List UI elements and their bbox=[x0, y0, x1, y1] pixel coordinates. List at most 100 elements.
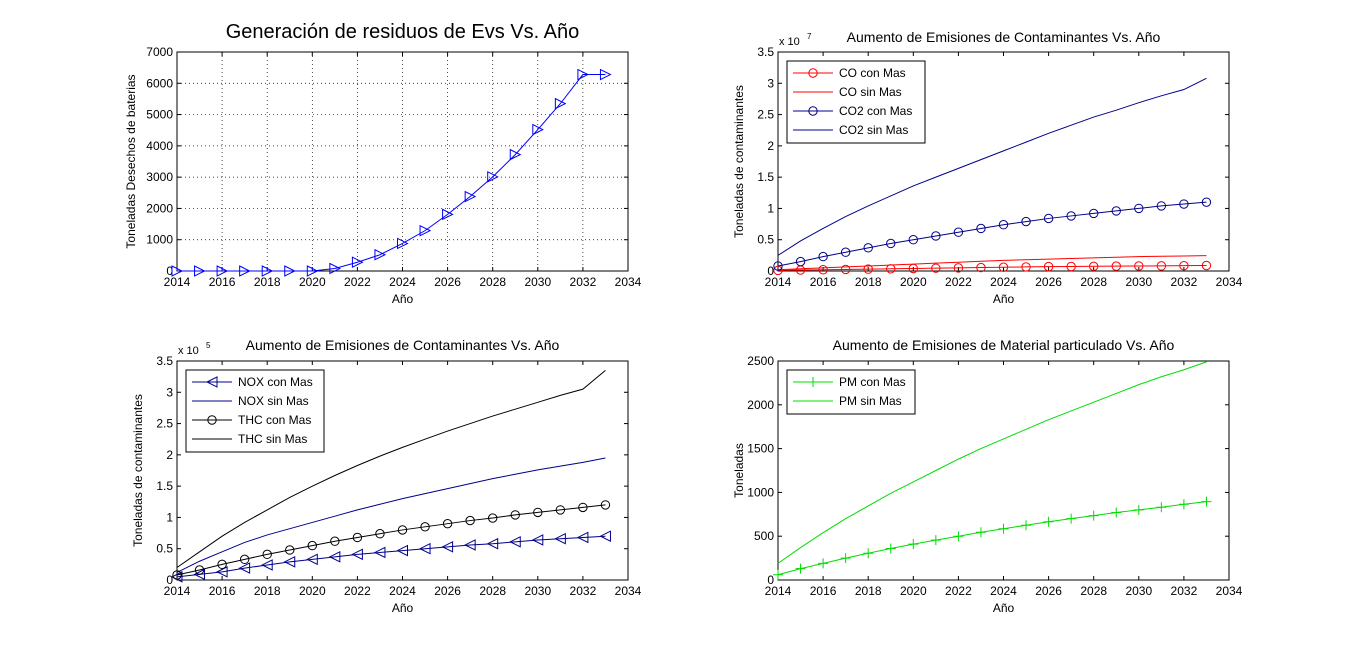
y-axis-label: Toneladas de contaminantes bbox=[131, 394, 145, 547]
series-line bbox=[777, 77, 1207, 256]
legend-label: NOX sin Mas bbox=[238, 394, 309, 408]
data-point bbox=[1178, 499, 1189, 510]
data-point bbox=[532, 123, 544, 136]
y-tick-label: 2.5 bbox=[156, 417, 173, 431]
data-point bbox=[329, 262, 341, 275]
data-point bbox=[930, 535, 941, 546]
x-tick-label: 2024 bbox=[990, 584, 1017, 598]
data-point bbox=[374, 248, 387, 261]
data-point bbox=[773, 261, 783, 271]
data-point bbox=[1021, 262, 1031, 272]
y-tick-label: 3000 bbox=[146, 170, 173, 184]
y-exponent-label: x 10 bbox=[178, 345, 199, 357]
y-tick-label: 1000 bbox=[747, 485, 774, 499]
data-point bbox=[1021, 216, 1031, 227]
data-point bbox=[285, 545, 295, 555]
data-point bbox=[600, 500, 611, 510]
data-point bbox=[306, 553, 318, 566]
y-tick-label: 3.5 bbox=[757, 45, 774, 59]
series-4 bbox=[777, 77, 1207, 256]
data-point bbox=[818, 265, 828, 275]
x-tick-label: 2026 bbox=[1035, 584, 1062, 598]
data-point bbox=[1021, 520, 1032, 531]
data-point bbox=[261, 265, 274, 277]
data-point bbox=[578, 502, 588, 513]
data-point bbox=[1043, 516, 1054, 527]
chart-1: 2014 2016 2018 2020 2022 2024 2026 2028 2030 2032… bbox=[124, 21, 642, 306]
y-tick-label: 3.5 bbox=[156, 354, 173, 368]
data-point bbox=[953, 227, 964, 237]
x-tick-label: 2024 bbox=[990, 275, 1017, 289]
data-point bbox=[531, 534, 544, 546]
legend-label: THC sin Mas bbox=[238, 432, 307, 446]
data-point bbox=[931, 231, 941, 241]
data-point bbox=[330, 536, 340, 546]
data-point bbox=[908, 235, 918, 245]
data-point bbox=[194, 565, 205, 575]
x-tick-label: 2014 bbox=[765, 275, 792, 289]
y-exponent-power: 7 bbox=[807, 32, 812, 41]
x-tick-label: 2022 bbox=[945, 275, 972, 289]
data-point bbox=[397, 525, 408, 535]
data-point bbox=[533, 507, 543, 518]
data-point bbox=[351, 256, 364, 269]
legend-marker bbox=[207, 415, 217, 425]
series-line bbox=[176, 457, 606, 573]
data-point bbox=[441, 541, 454, 553]
series-3 bbox=[773, 197, 1212, 271]
series-line bbox=[777, 255, 1207, 271]
series-2 bbox=[176, 457, 606, 573]
legend-label: CO2 sin Mas bbox=[839, 123, 908, 137]
x-tick-label: 2020 bbox=[299, 275, 326, 289]
data-point bbox=[1201, 496, 1212, 507]
data-point bbox=[953, 531, 964, 542]
data-point bbox=[1089, 208, 1099, 219]
data-point bbox=[217, 559, 227, 570]
legend-marker bbox=[808, 68, 818, 78]
x-tick-label: 2020 bbox=[299, 584, 326, 598]
data-point bbox=[1156, 261, 1167, 271]
data-point bbox=[1088, 510, 1099, 521]
legend-box bbox=[786, 60, 926, 144]
x-tick-label: 2028 bbox=[479, 275, 506, 289]
data-point bbox=[261, 559, 273, 571]
data-point bbox=[239, 554, 250, 565]
x-tick-label: 2032 bbox=[1171, 275, 1198, 289]
legend-marker bbox=[205, 376, 218, 388]
data-point bbox=[1156, 502, 1167, 513]
x-tick-label: 2018 bbox=[855, 584, 882, 598]
x-tick-label: 2016 bbox=[209, 275, 236, 289]
data-point bbox=[863, 264, 873, 274]
data-point bbox=[953, 263, 964, 273]
data-point bbox=[419, 224, 432, 237]
data-point bbox=[283, 556, 296, 568]
data-point bbox=[773, 265, 783, 276]
legend-marker bbox=[808, 106, 818, 116]
data-point bbox=[998, 523, 1009, 534]
y-tick-label: 2 bbox=[767, 139, 774, 153]
data-point bbox=[1201, 197, 1212, 207]
x-axis-label: Año bbox=[993, 292, 1015, 306]
data-point bbox=[1111, 261, 1121, 271]
data-point bbox=[554, 532, 566, 545]
x-axis-label: Año bbox=[993, 601, 1015, 615]
x-tick-label: 2014 bbox=[765, 584, 792, 598]
legend-label: CO con Mas bbox=[839, 66, 906, 80]
y-tick-label: 1.5 bbox=[156, 479, 173, 493]
data-point bbox=[863, 243, 873, 253]
x-tick-label: 2020 bbox=[900, 584, 927, 598]
y-tick-label: 7000 bbox=[146, 45, 173, 59]
data-point bbox=[193, 568, 206, 581]
y-tick-label: 2.5 bbox=[757, 108, 774, 122]
data-point bbox=[555, 505, 566, 515]
data-point bbox=[215, 566, 228, 578]
data-point bbox=[238, 562, 251, 574]
x-tick-label: 2018 bbox=[254, 584, 281, 598]
x-tick-label: 2030 bbox=[1125, 584, 1152, 598]
x-tick-label: 2024 bbox=[389, 584, 416, 598]
data-point bbox=[886, 238, 896, 249]
data-point bbox=[488, 513, 498, 523]
x-tick-label: 2018 bbox=[855, 275, 882, 289]
data-point bbox=[239, 265, 251, 277]
